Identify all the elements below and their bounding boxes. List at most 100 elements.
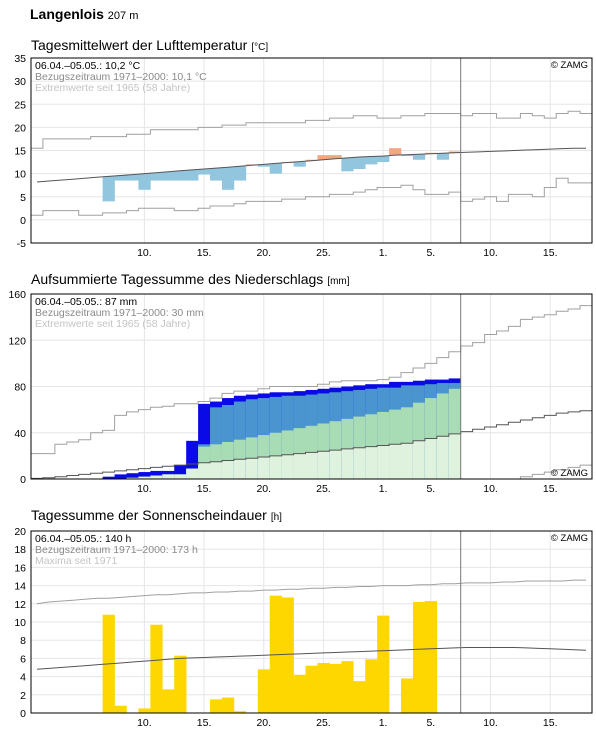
precip-normal-fill (269, 455, 282, 479)
temperature-bar (341, 157, 354, 172)
y-tick-label: 14 (14, 581, 26, 593)
temperature-bar (377, 156, 390, 163)
precip-normal-fill (210, 461, 223, 479)
precip-normal-fill (257, 457, 271, 479)
y-tick-label: 2 (20, 690, 26, 702)
y-tick-label: 120 (8, 335, 26, 347)
precip-normal-fill (305, 452, 318, 479)
info-period: 06.04.–05.05.: 87 mm (35, 296, 137, 308)
sunshine-bar (162, 689, 175, 713)
x-tick-label: 10. (483, 483, 498, 495)
sunshine-bar (210, 699, 223, 713)
temperature-bar (138, 173, 151, 190)
precip-normal-fill (150, 475, 163, 479)
precip-normal-fill (353, 447, 366, 479)
y-tick-label: 160 (8, 289, 26, 301)
temperature-bar (186, 169, 199, 181)
x-tick-label: 15. (543, 247, 558, 259)
precip-normal-fill (389, 444, 402, 479)
station-name: Langenlois (30, 6, 104, 22)
plot-frame (30, 293, 593, 480)
sunshine-bar (424, 601, 438, 713)
y-tick-label: 16 (14, 562, 26, 574)
temperature-bar (389, 148, 402, 156)
chart-title: Tagessumme der Sonnenscheindauer [h] (31, 507, 282, 523)
temperature-bar (353, 156, 366, 169)
precip-normal-fill (138, 476, 151, 479)
y-tick-label: 25 (14, 99, 26, 111)
temperature-bar (448, 151, 462, 153)
precip-normal-fill (341, 448, 354, 479)
sunshine-bar (377, 615, 390, 713)
precip-normal-fill (329, 450, 342, 479)
x-tick-label: 5. (426, 483, 435, 495)
info-reference: Bezugszeitraum 1971–2000: 10,1 °C (35, 71, 207, 83)
temperature-bar (293, 161, 306, 167)
x-tick-label: 25. (316, 483, 331, 495)
y-tick-label: 4 (20, 672, 26, 684)
x-tick-label: 25. (316, 717, 331, 729)
plot-frame (30, 57, 593, 244)
precip-normal-fill (448, 433, 462, 479)
temperature-bar (114, 175, 127, 181)
normal-precip-line (31, 410, 592, 479)
y-tick-label: 20 (14, 526, 26, 538)
y-tick-label: 20 (14, 122, 26, 134)
info-period: 06.04.–05.05.: 10,2 °C (35, 60, 141, 72)
copyright-label: © ZAMG (551, 60, 588, 71)
plot-frame (30, 530, 593, 714)
y-tick-label: 10 (14, 169, 26, 181)
precip-normal-fill (126, 477, 139, 479)
precip-normal-fill (377, 445, 390, 479)
info-reference: Bezugszeitraum 1971–2000: 30 mm (35, 307, 204, 319)
copyright-label: © ZAMG (551, 468, 588, 479)
sunshine-bar (353, 681, 366, 713)
precip-normal-fill (198, 462, 211, 479)
x-tick-label: 20. (256, 717, 271, 729)
sunshine-bar (174, 655, 187, 713)
x-tick-label: 1. (379, 247, 388, 259)
sunshine-bar (114, 705, 127, 713)
precip-cumulative-bar (150, 470, 163, 479)
y-tick-label: 0 (20, 215, 26, 227)
precip-normal-fill (162, 474, 175, 479)
y-tick-label: 10 (14, 617, 26, 629)
x-tick-label: 25. (316, 247, 331, 259)
temperature-bar (162, 171, 175, 181)
x-tick-label: 10. (483, 247, 498, 259)
info-extremes: Extremwerte seit 1965 (58 Jahre) (35, 82, 190, 94)
precip-normal-fill (436, 436, 450, 479)
sunshine-bar (341, 661, 354, 713)
sunshine-bar (317, 662, 330, 713)
x-tick-label: 5. (426, 247, 435, 259)
precip-cumulative-bar (114, 474, 127, 479)
sunshine-bar (401, 678, 414, 713)
x-tick-label: 10. (483, 717, 498, 729)
y-tick-label: 0 (20, 474, 26, 486)
chart-unit: [°C] (251, 42, 268, 53)
temperature-bar (198, 169, 211, 175)
temperature-bar (317, 155, 330, 160)
x-tick-label: 15. (543, 483, 558, 495)
x-tick-label: 1. (379, 483, 388, 495)
record-min-line (31, 177, 592, 216)
record-max-line (31, 305, 592, 455)
precip-normal-fill (412, 440, 426, 479)
temperature-bar (210, 168, 223, 181)
sunshine-bar (305, 665, 318, 713)
chart-unit: [h] (271, 512, 282, 523)
temperature-bar (150, 172, 163, 181)
x-tick-label: 20. (256, 247, 271, 259)
x-tick-label: 20. (256, 483, 271, 495)
y-tick-label: 40 (14, 428, 26, 440)
chart-panel-1: Tagesmittelwert der Lufttemperatur [°C] -5… (14, 37, 593, 259)
temperature-bar (436, 153, 450, 160)
y-tick-label: 5 (20, 192, 26, 204)
temperature-bar (365, 156, 378, 165)
precip-normal-fill (424, 438, 438, 479)
info-extremes: Maxima seit 1971 (35, 555, 117, 567)
sunshine-bar (221, 697, 235, 713)
temperature-bar (126, 174, 139, 181)
sunshine-bar (281, 597, 294, 713)
temperature-bar (102, 176, 115, 202)
